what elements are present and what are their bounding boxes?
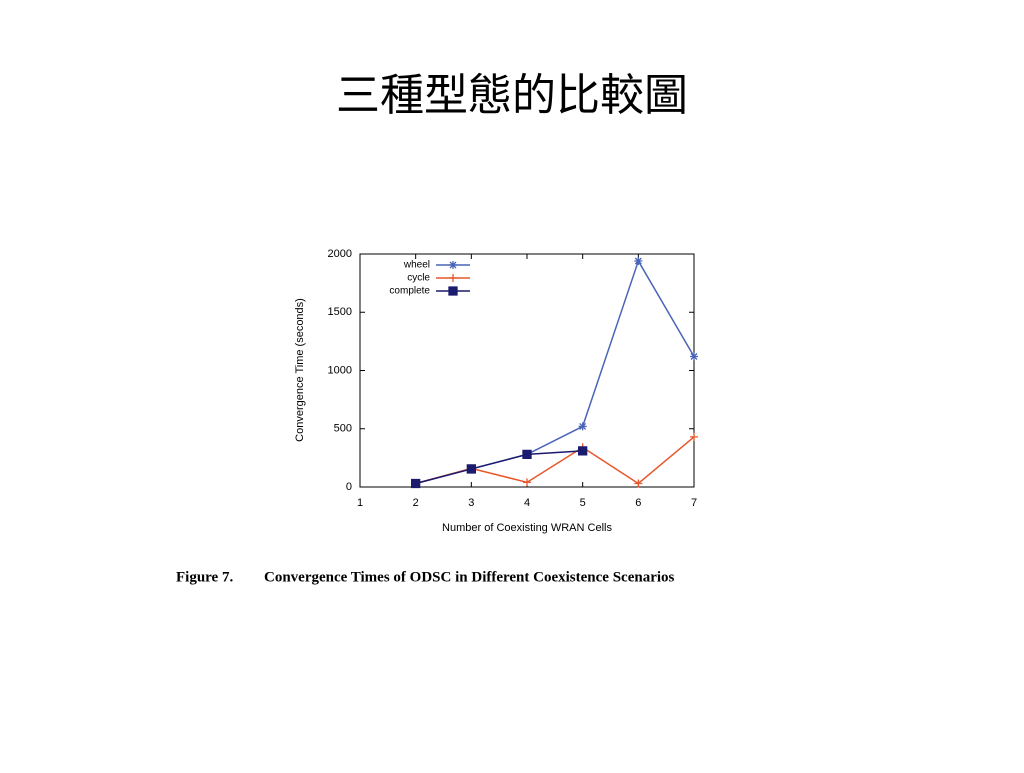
series-line bbox=[415, 450, 583, 485]
data-point bbox=[634, 256, 643, 265]
x-tick-label: 3 bbox=[468, 497, 474, 509]
y-axis-label: Convergence Time (seconds) bbox=[294, 298, 306, 442]
y-tick-label: 1500 bbox=[328, 306, 352, 318]
data-point bbox=[690, 432, 698, 441]
data-point bbox=[690, 352, 698, 361]
caption-text: Convergence Times of ODSC in Different C… bbox=[264, 569, 675, 585]
data-point bbox=[634, 479, 643, 488]
data-point bbox=[578, 422, 587, 431]
legend-marker bbox=[449, 261, 457, 269]
legend-label: complete bbox=[389, 286, 430, 297]
x-tick-label: 1 bbox=[357, 497, 363, 509]
legend-marker bbox=[448, 286, 458, 296]
y-tick-label: 2000 bbox=[328, 248, 352, 260]
legend-marker bbox=[449, 274, 457, 282]
data-point bbox=[411, 478, 421, 489]
x-tick-label: 4 bbox=[524, 497, 530, 509]
legend-label: cycle bbox=[407, 273, 430, 284]
y-tick-label: 1000 bbox=[328, 364, 352, 376]
data-point bbox=[522, 449, 532, 460]
x-axis-label: Number of Coexisting WRAN Cells bbox=[442, 522, 612, 534]
data-point bbox=[466, 464, 476, 474]
y-tick-label: 500 bbox=[334, 423, 352, 435]
x-tick-label: 5 bbox=[580, 497, 586, 509]
x-tick-label: 2 bbox=[413, 497, 419, 509]
slide-title: 三種型態的比較圖 bbox=[336, 71, 688, 120]
caption-label: Figure 7. bbox=[176, 569, 233, 585]
data-point bbox=[523, 478, 531, 487]
data-point bbox=[578, 446, 588, 456]
y-tick-label: 0 bbox=[346, 481, 352, 493]
legend-label: wheel bbox=[403, 260, 430, 271]
series-line bbox=[415, 436, 695, 485]
x-tick-label: 7 bbox=[691, 497, 697, 509]
x-tick-label: 6 bbox=[635, 497, 641, 509]
